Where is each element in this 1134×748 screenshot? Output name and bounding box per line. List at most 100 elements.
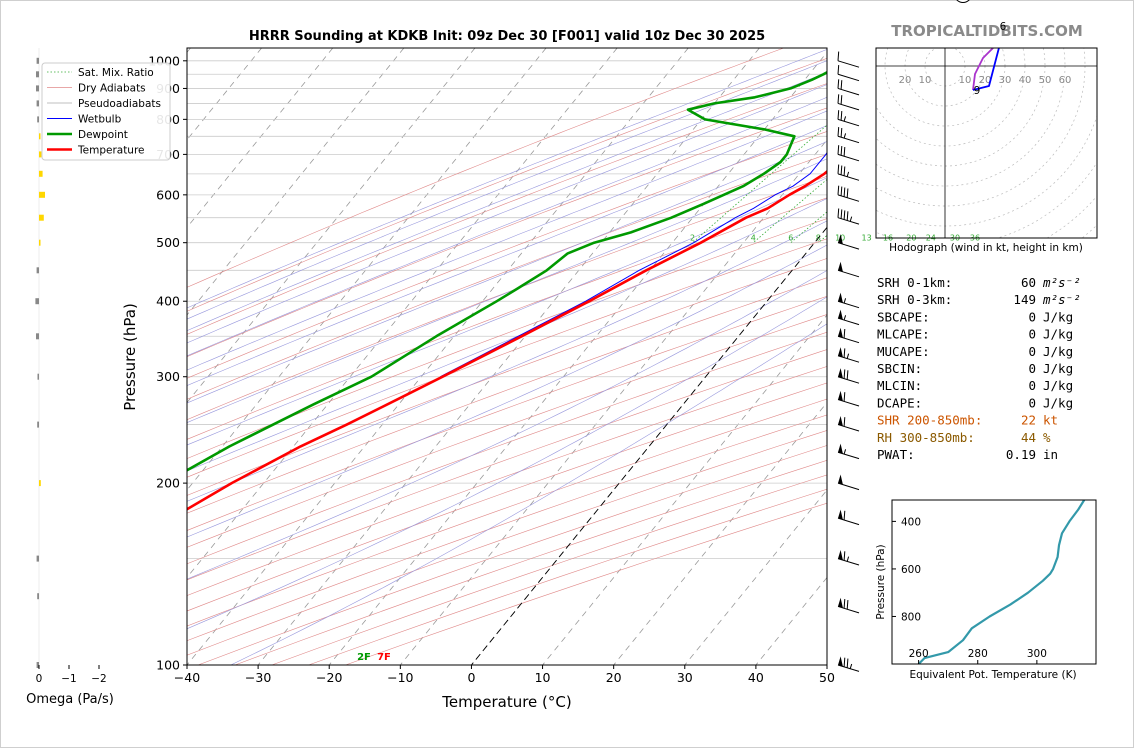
stat-unit: J/kg [1043, 327, 1073, 342]
hodograph-title: Hodograph (wind in kt, height in km) [889, 242, 1083, 254]
temperature-tick-label: 0 [467, 670, 475, 685]
pseudoadiabat [187, 110, 827, 371]
omega-tick-label: 0 [36, 673, 43, 685]
temperature-line [187, 169, 827, 511]
isotherm [328, 51, 827, 665]
barb-shaft [837, 118, 860, 127]
barb-half [843, 133, 847, 139]
barb-shaft [837, 300, 860, 309]
omega-bar [36, 267, 39, 274]
pressure-tick-label: 300 [156, 369, 180, 384]
barb-flag [846, 188, 849, 198]
barb-shaft [837, 153, 860, 162]
barb-shaft [837, 60, 860, 68]
pseudoadiabat [187, 84, 827, 344]
barb-half [849, 663, 853, 669]
legend-box [41, 62, 171, 161]
barb-shaft [837, 482, 860, 491]
stat-unit: J/kg [1043, 344, 1073, 359]
barb-flag [837, 164, 840, 174]
barb-shaft [837, 451, 860, 460]
barb-pennant [838, 416, 843, 427]
barb-pennant [838, 234, 843, 245]
dry-adiabat [187, 258, 827, 496]
barb-flag [837, 185, 840, 195]
hodograph-height-label: 6 [1000, 21, 1007, 33]
dry-adiabat [187, 48, 784, 288]
sounding-traces [187, 70, 827, 511]
sounding-stats-table: SRH 0-1km: 60 m²s⁻² SRH 0-3km: 149 m²s⁻² SBCAP… [877, 275, 1081, 462]
dry-adiabats [187, 48, 827, 665]
pseudoadiabat [187, 60, 827, 320]
isotherm [684, 489, 827, 665]
dry-adiabat [187, 414, 827, 642]
theta-e-trace [917, 500, 1086, 664]
stat-label: SHR 200-850mb: [877, 413, 982, 428]
barb-flag [843, 328, 846, 339]
stat-value: 0 [1028, 378, 1036, 393]
legend: Sat. Mix. Ratio Dry Adiabats Pseudoadiabat… [41, 62, 171, 161]
hodograph-segment [971, 0, 1009, 6]
wind-barb [837, 309, 860, 326]
pressure-tick-label: 500 [156, 235, 180, 250]
omega-bar [37, 116, 39, 123]
wind-barb [837, 185, 860, 202]
omega-xlabel: Omega (Pa/s) [26, 692, 114, 707]
stat-unit: % [1043, 430, 1051, 445]
wind-barb [837, 79, 860, 96]
dry-adiabat [187, 296, 827, 531]
hodograph-ring-labels: 20 10 10 20 30 40 50 60 [899, 75, 1072, 86]
omega-bar [39, 170, 43, 177]
theta-e-x-tick-label: 260 [909, 648, 929, 660]
omega-bar [36, 71, 39, 78]
barb-flag [837, 145, 840, 155]
pseudoadiabat [187, 198, 827, 472]
stat-unit: in [1043, 447, 1058, 462]
isotherm [257, 48, 760, 665]
wind-barb [837, 597, 860, 614]
barb-flag [837, 208, 840, 218]
legend-label: Pseudoadiabats [78, 98, 161, 110]
wetbulb-line [440, 151, 827, 378]
theta-e-y-tick-label: 600 [901, 564, 921, 576]
stat-value: 0 [1028, 395, 1036, 410]
isotherm [187, 48, 405, 316]
barb-flag [843, 187, 846, 197]
omega-bar [35, 298, 39, 305]
stat-label: SRH 0-3km: [877, 292, 952, 307]
isotherm [187, 48, 689, 665]
barb-flag [837, 110, 840, 120]
hodograph-segment [972, 48, 995, 91]
wind-barb [837, 443, 860, 460]
barb-shaft [837, 355, 860, 363]
stat-value: 0 [1028, 361, 1036, 376]
stat-label: RH 300-850mb: [877, 430, 975, 445]
stat-unit: J/kg [1043, 378, 1073, 393]
pseudoadiabat [187, 125, 827, 386]
hodograph-traces [971, 0, 1009, 91]
temperature-axis-ticks: −40 −30 −20 −10 0 10 20 30 40 50 [174, 665, 835, 685]
theta-e-x-tick-label: 280 [968, 648, 988, 660]
hodograph-segment [972, 48, 1000, 91]
stat-unit: J/kg [1043, 395, 1073, 410]
chart-title: HRRR Sounding at KDKB Init: 09z Dec 30 [… [249, 29, 765, 44]
dry-adiabat [187, 83, 827, 335]
isotherm [187, 48, 476, 404]
stat-label: PWAT: [877, 447, 915, 462]
barb-half [843, 298, 847, 304]
hodograph-ring-label: 10 [919, 75, 932, 86]
isotherm [187, 48, 618, 579]
stat-unit: m²s⁻² [1042, 292, 1081, 307]
barb-flag [846, 211, 849, 221]
pseudoadiabat [187, 141, 827, 404]
wind-barb [837, 327, 860, 344]
isotherm [187, 48, 547, 491]
barb-half [849, 216, 853, 222]
barb-flag [837, 94, 840, 104]
zero-isotherm-line [471, 226, 827, 665]
hodograph-ring-label: 20 [979, 75, 992, 86]
barb-half [843, 315, 847, 321]
barb-flag [843, 210, 846, 220]
